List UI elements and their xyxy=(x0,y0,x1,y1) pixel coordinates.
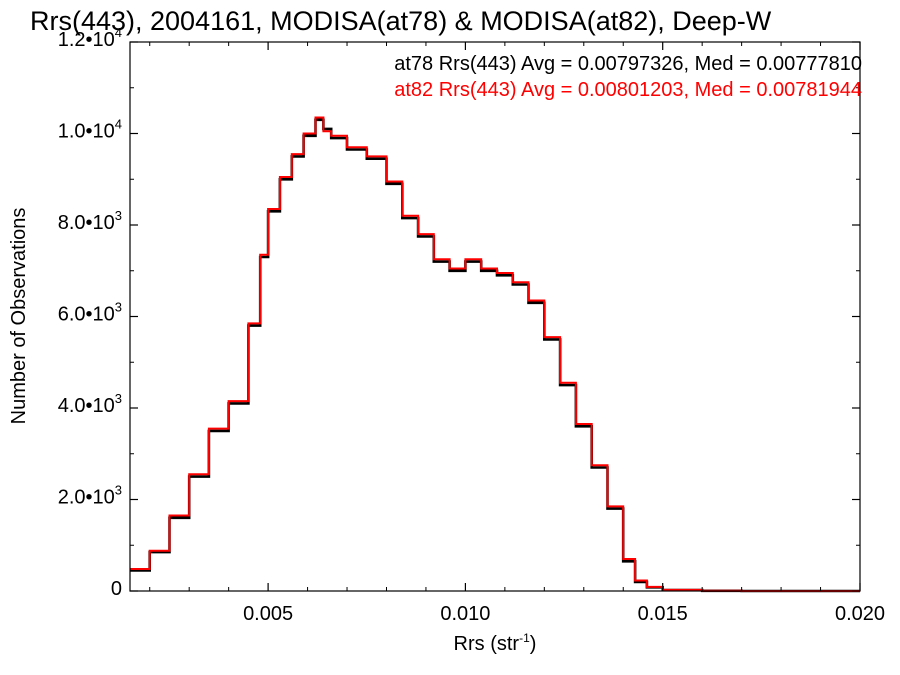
x-axis-label: Rrs (str-1) xyxy=(454,631,537,655)
y-tick-label: 4.0•103 xyxy=(58,391,122,417)
legend-at78-stats: at78 Rrs(443) Avg = 0.00797326, Med = 0.… xyxy=(394,53,862,75)
y-tick-label: 6.0•103 xyxy=(58,300,122,326)
chart-title: Rrs(443), 2004161, MODISA(at78) & MODISA… xyxy=(30,6,772,36)
series-at82-line xyxy=(130,116,860,592)
x-axis-label-text: Rrs (str xyxy=(454,633,520,655)
y-tick-label: 1.0•104 xyxy=(58,117,122,143)
x-tick-label: 0.010 xyxy=(440,603,490,625)
y-tick-label: 8.0•103 xyxy=(58,208,122,234)
series-at78-line xyxy=(130,118,860,593)
x-axis-label-close: ) xyxy=(530,633,537,655)
x-tick-label: 0.005 xyxy=(243,603,293,625)
x-tick-label: 0.015 xyxy=(638,603,688,625)
plot-frame xyxy=(129,41,861,592)
legend-at82-stats: at82 Rrs(443) Avg = 0.00801203, Med = 0.… xyxy=(394,79,862,101)
y-tick-label: 1.2•104 xyxy=(58,25,122,51)
y-tick-label: 2.0•103 xyxy=(58,483,122,509)
series-layer xyxy=(130,116,860,593)
x-axis: 0.005 0.010 0.015 0.020 xyxy=(149,42,885,625)
x-tick-label: 0.020 xyxy=(835,603,885,625)
y-axis-label: Number of Observations xyxy=(8,208,30,425)
y-tick-label: 0 xyxy=(111,578,122,600)
x-axis-label-exponent: -1 xyxy=(519,631,530,645)
y-axis: 0 2.0•103 4.0•103 6.0•103 8.0•103 1.0•104 1.2•… xyxy=(58,25,860,600)
